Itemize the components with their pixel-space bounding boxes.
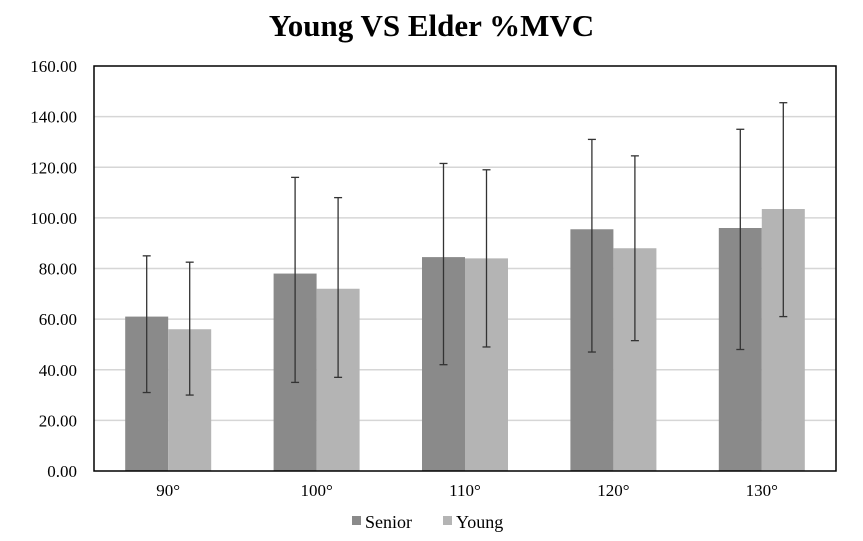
bars-layer — [125, 209, 805, 471]
x-tick-label: 130° — [746, 481, 778, 500]
x-axis-ticks: 90° 100° 110° 120° 130° — [156, 481, 778, 500]
legend-swatch-young — [443, 516, 452, 525]
legend: Senior Young — [352, 512, 503, 532]
y-tick-label: 60.00 — [39, 310, 77, 329]
y-tick-label: 0.00 — [47, 462, 77, 481]
y-tick-label: 20.00 — [39, 411, 77, 430]
y-tick-label: 140.00 — [30, 108, 77, 127]
y-tick-label: 100.00 — [30, 209, 77, 228]
x-tick-label: 90° — [156, 481, 180, 500]
x-tick-label: 100° — [300, 481, 332, 500]
y-tick-label: 40.00 — [39, 361, 77, 380]
y-axis-ticks: 0.00 20.00 40.00 60.00 80.00 100.00 120.00 140.… — [30, 57, 77, 481]
y-tick-label: 160.00 — [30, 57, 77, 76]
y-tick-label: 120.00 — [30, 158, 77, 177]
error-bars-layer — [142, 102, 788, 396]
legend-swatch-senior — [352, 516, 361, 525]
plot-frame — [93, 65, 837, 472]
legend-label-young: Young — [456, 512, 503, 532]
x-tick-label: 120° — [597, 481, 629, 500]
chart-title: Young VS Elder %MVC — [268, 8, 595, 43]
legend-label-senior: Senior — [365, 512, 412, 532]
y-tick-label: 80.00 — [39, 260, 77, 279]
x-tick-label: 110° — [449, 481, 481, 500]
